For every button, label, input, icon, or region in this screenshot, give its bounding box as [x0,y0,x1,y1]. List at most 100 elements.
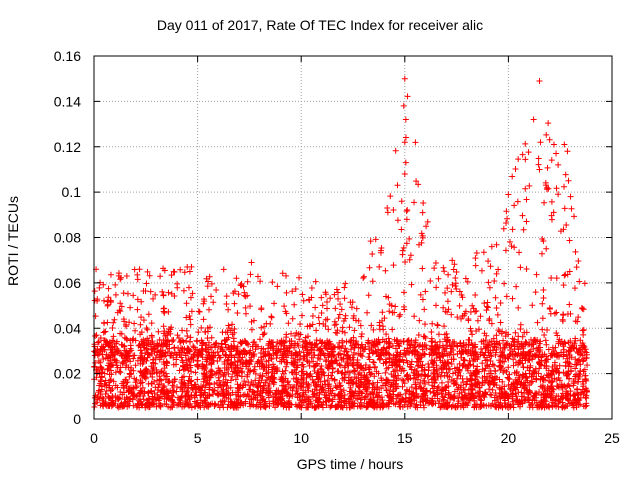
data-point [434,373,441,380]
data-point [337,382,344,389]
data-point [368,398,375,405]
data-point [557,396,564,403]
data-point [501,400,508,407]
data-point [583,402,590,409]
data-point [324,381,331,388]
data-point [467,361,474,368]
data-point [486,386,493,393]
data-point [570,392,577,399]
data-point [300,297,307,304]
data-point [335,368,342,375]
data-point [388,302,395,309]
data-point [582,403,589,410]
data-point [441,358,448,365]
data-point [549,403,556,410]
outlier-point [565,177,572,184]
data-point [411,199,418,206]
data-point [176,367,183,374]
data-point [293,329,300,336]
data-point [336,344,343,351]
data-point [353,338,360,345]
data-point [408,361,415,368]
data-point [514,198,521,205]
data-point [459,342,466,349]
y-tick-label: 0.1 [62,184,82,200]
data-point [310,391,317,398]
data-point [446,366,453,373]
data-point [382,369,389,376]
data-point [540,286,547,293]
data-point [178,344,185,351]
data-point [312,362,319,369]
data-point [288,350,295,357]
data-point [322,289,329,296]
data-point [180,349,187,356]
data-point [452,280,459,287]
data-point [326,338,333,345]
data-point [146,396,153,403]
data-point [258,306,265,313]
data-point [435,275,442,282]
data-point [477,404,484,411]
data-point [122,376,129,383]
data-point [112,392,119,399]
data-point [459,294,466,301]
data-point [117,388,124,395]
data-point [176,339,183,346]
data-point [95,338,102,345]
data-point [536,365,543,372]
data-point [108,344,115,351]
data-point [571,285,578,292]
data-point [358,333,365,340]
data-point [442,360,449,367]
data-point [522,185,529,192]
data-point [416,383,423,390]
data-point [468,339,475,346]
grid-lines [94,56,612,419]
data-point [337,386,344,393]
data-point [321,378,328,385]
data-point [234,372,241,379]
data-point [577,389,584,396]
data-point [503,329,510,336]
data-point [202,328,209,335]
data-point [392,380,399,387]
data-point [306,297,313,304]
data-point [451,261,458,268]
data-point [150,295,157,302]
data-point [506,238,513,245]
data-point [370,341,377,348]
data-point [215,374,222,381]
data-point [469,348,476,355]
data-point [358,365,365,372]
data-point [474,389,481,396]
data-point [439,342,446,349]
data-point [493,382,500,389]
data-point [383,331,390,338]
data-point [483,402,490,409]
data-point [505,191,512,198]
data-point [484,299,491,306]
data-point [181,269,188,276]
data-point [243,310,250,317]
data-point [238,349,245,356]
data-point [454,314,461,321]
data-point [291,301,298,308]
data-point [415,181,422,188]
data-point [154,377,161,384]
data-point [342,280,349,287]
data-point [97,335,104,342]
data-point [155,381,162,388]
data-point [445,359,452,366]
data-point [534,402,541,409]
data-point [519,151,526,158]
data-point [348,346,355,353]
data-point [271,370,278,377]
data-point [189,386,196,393]
data-point [404,338,411,345]
data-point [107,271,114,278]
data-point [246,369,252,376]
data-point [518,397,525,404]
data-point [250,317,257,324]
data-point [181,385,188,392]
